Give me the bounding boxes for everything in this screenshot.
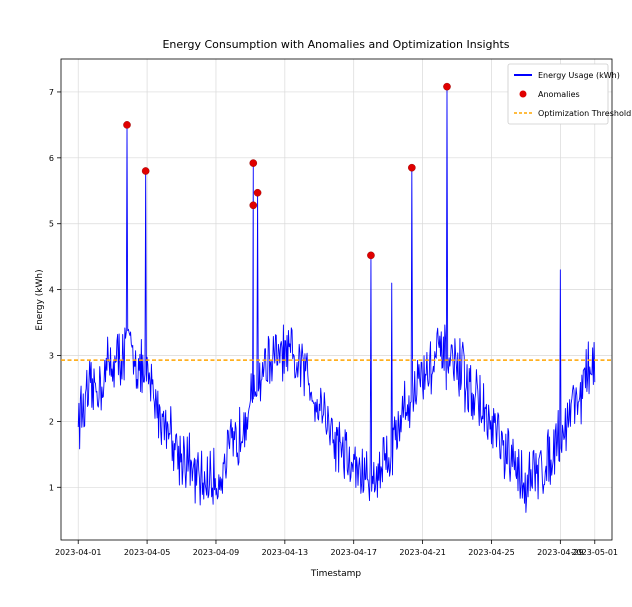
y-axis-label: Energy (kWh) (35, 269, 45, 330)
y-axis-ticks: 1 2 3 4 5 6 7 (49, 88, 61, 492)
legend-usage-label: Energy Usage (kWh) (538, 71, 620, 80)
series-layer (61, 82, 612, 513)
x-tick-label: 2023-04-21 (399, 548, 446, 557)
y-tick-label: 3 (49, 352, 54, 361)
y-tick-label: 2 (49, 417, 54, 426)
anomaly-point (249, 159, 258, 167)
y-tick-label: 7 (49, 88, 54, 97)
y-tick-label: 6 (49, 154, 54, 163)
x-axis-label: Timestamp (310, 569, 362, 579)
y-tick-label: 4 (49, 286, 54, 295)
anomaly-point (253, 188, 262, 197)
anomaly-point (141, 167, 150, 175)
x-tick-label: 2023-04-17 (330, 548, 377, 557)
usage-line (77, 84, 596, 513)
anomaly-point (249, 201, 258, 210)
legend: Energy Usage (kWh) Anomalies Optimizatio… (507, 63, 631, 125)
y-tick-label: 1 (49, 483, 54, 492)
x-tick-label: 2023-04-13 (262, 548, 309, 557)
plot-frame (60, 58, 613, 541)
x-tick-label: 2023-04-01 (55, 548, 102, 557)
legend-anomaly-label: Anomalies (538, 90, 580, 99)
legend-threshold-label: Optimization Threshold (538, 109, 631, 118)
y-tick-label: 5 (49, 220, 54, 229)
x-axis-ticks: 2023-04-01 2023-04-05 2023-04-09 2023-04-13… (55, 540, 618, 557)
chart-title: Energy Consumption with Anomalies and Op… (162, 38, 509, 51)
x-tick-label: 2023-04-29 (537, 548, 584, 557)
x-tick-label: 2023-04-05 (124, 548, 171, 557)
x-tick-label: 2023-04-25 (468, 548, 515, 557)
x-tick-label: 2023-05-01 (572, 548, 619, 557)
x-tick-label: 2023-04-09 (193, 548, 240, 557)
anomaly-point (123, 121, 131, 129)
grid-lines (61, 59, 612, 540)
legend-box (507, 63, 609, 125)
anomaly-point (408, 163, 416, 172)
anomaly-point (367, 251, 375, 260)
anomaly-point (443, 82, 451, 91)
legend-anomaly-swatch (519, 90, 527, 98)
